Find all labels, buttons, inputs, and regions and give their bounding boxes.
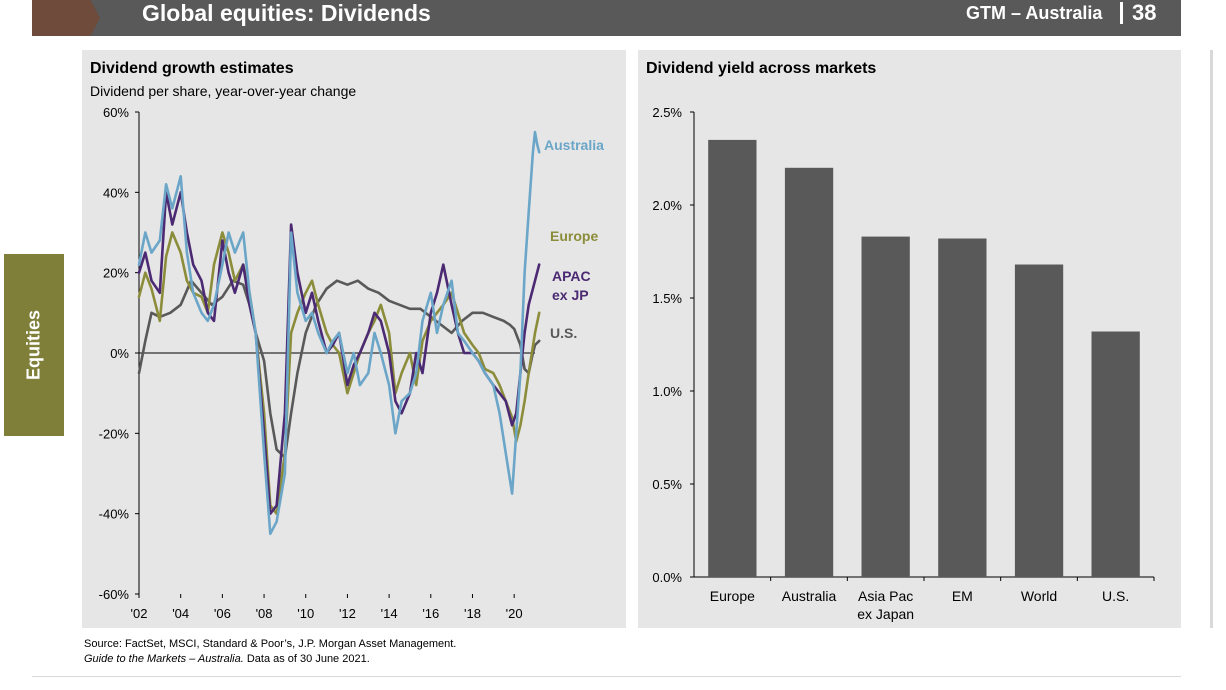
y-tick-label: -40%	[99, 507, 130, 522]
category-label: World	[1021, 588, 1057, 604]
x-tick-label: '20	[506, 606, 523, 621]
section-tab: Equities	[4, 254, 64, 436]
y-tick-label: -20%	[99, 426, 130, 441]
dividend-growth-title: Dividend growth estimates	[90, 60, 294, 77]
footer-rule	[32, 676, 1181, 677]
page-number: 38	[1132, 0, 1157, 25]
x-tick-label: '12	[339, 606, 356, 621]
y-tick-label: 0.0%	[652, 570, 682, 585]
source-note: Source: FactSet, MSCI, Standard & Poor’s…	[84, 638, 457, 650]
x-tick-label: '14	[381, 606, 398, 621]
page-edge-shadow	[1210, 50, 1213, 628]
x-tick-label: '10	[297, 606, 314, 621]
header-separator	[1120, 2, 1123, 24]
bar	[1091, 331, 1140, 577]
header-bar	[32, 0, 1181, 36]
section-tab-label: Equities	[23, 309, 44, 381]
y-tick-label: 20%	[103, 266, 129, 281]
series-line	[137, 130, 541, 536]
y-tick-label: -60%	[99, 587, 130, 602]
category-label: Europe	[710, 588, 755, 604]
bar	[708, 139, 757, 577]
y-tick-label: 0%	[110, 346, 129, 361]
bar	[1014, 264, 1064, 577]
dividend-growth-panel: Dividend growth estimates Dividend per s…	[82, 50, 626, 628]
dividend-yield-title: Dividend yield across markets	[646, 60, 877, 77]
dividend-yield-panel: Dividend yield across markets 2.5% 2.0% 1.…	[638, 50, 1181, 628]
x-tick-label: '04	[172, 606, 189, 621]
series-label: U.S.	[550, 325, 577, 341]
category-label: Asia Pac	[858, 588, 913, 604]
y-tick-label: 2.5%	[652, 105, 682, 120]
dividend-growth-chart: 60% 40% 20% 0% -20% -40% -60%'02 '04 '06 '08 '10 '1…	[99, 105, 604, 621]
y-tick-label: 1.0%	[652, 384, 682, 399]
bar	[938, 238, 987, 577]
y-tick-label: 40%	[103, 185, 129, 200]
y-tick-label: 1.5%	[652, 291, 682, 306]
series-label: APAC	[552, 268, 591, 284]
x-tick-label: '08	[256, 606, 273, 621]
y-tick-label: 2.0%	[652, 198, 682, 213]
dividend-growth-subtitle: Dividend per share, year-over-year chang…	[90, 83, 357, 99]
x-tick-label: '02	[131, 606, 148, 621]
x-tick-label: '16	[422, 606, 439, 621]
category-label: U.S.	[1102, 588, 1129, 604]
guide-note: Guide to the Markets – Australia. Data a…	[84, 653, 370, 665]
series-label: Australia	[544, 137, 604, 153]
category-label: ex Japan	[857, 606, 914, 622]
y-tick-label: 0.5%	[652, 477, 682, 492]
bar	[784, 167, 834, 578]
x-tick-label: '06	[214, 606, 231, 621]
category-label: EM	[952, 588, 973, 604]
x-tick-label: '18	[464, 606, 481, 621]
page-title: Global equities: Dividends	[142, 0, 431, 26]
y-tick-label: 60%	[103, 105, 129, 120]
series-label: ex JP	[552, 287, 589, 303]
dividend-yield-chart: 2.5% 2.0% 1.5% 1.0% 0.5% 0.0% Europe Australia A…	[652, 105, 1155, 622]
bar	[861, 236, 910, 577]
category-label: Australia	[782, 588, 837, 604]
guide-note-rest: Data as of 30 June 2021.	[243, 653, 370, 665]
header-accent-arrow	[32, 0, 100, 36]
guide-note-italic: Guide to the Markets – Australia.	[84, 653, 244, 665]
series-label: Europe	[550, 228, 598, 244]
header-right-label: GTM – Australia	[966, 3, 1103, 23]
